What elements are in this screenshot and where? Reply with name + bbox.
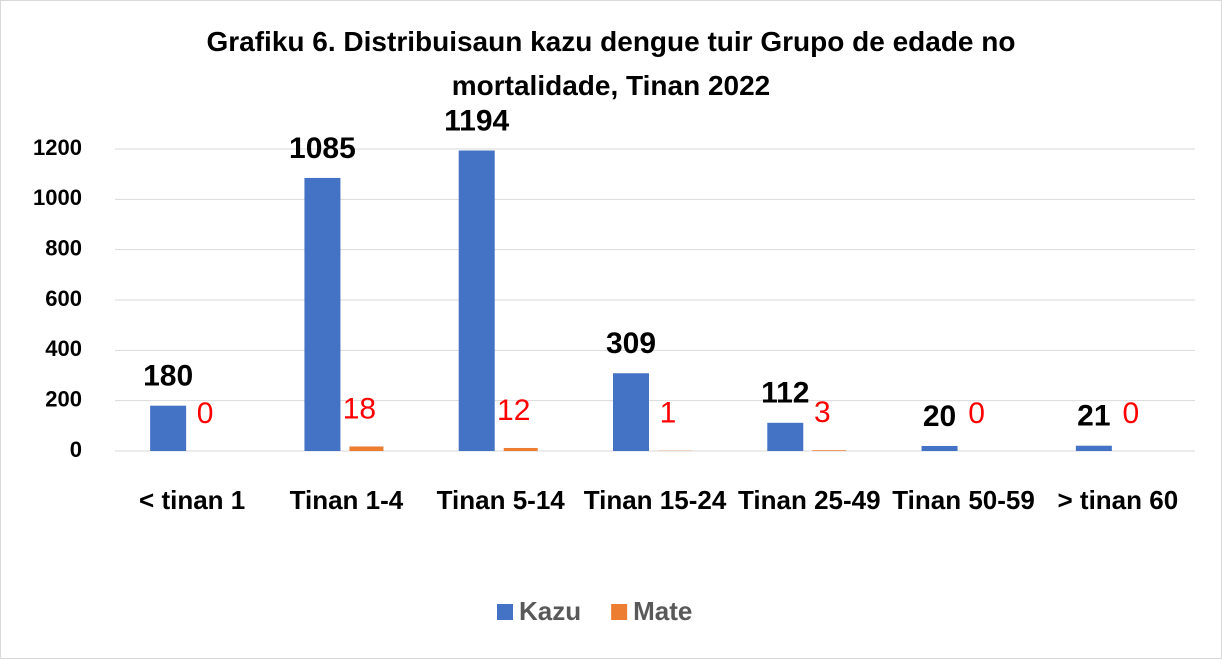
data-label: 1194 — [444, 104, 509, 137]
x-tick-label: > tinan 60 — [1057, 485, 1179, 515]
legend-label: Kazu — [519, 596, 581, 626]
x-tick-label: Tinan 1-4 — [289, 485, 404, 515]
data-label: 12 — [497, 394, 530, 427]
y-tick-label: 0 — [70, 437, 82, 462]
bar — [503, 447, 538, 451]
bar — [150, 405, 187, 451]
bar — [349, 446, 384, 451]
y-tick-label: 800 — [45, 235, 82, 260]
y-tick-label: 400 — [45, 336, 82, 361]
data-label: 21 — [1077, 400, 1110, 433]
bar — [1075, 445, 1112, 451]
y-tick-label: 600 — [45, 286, 82, 311]
x-tick-label: Tinan 25-49 — [737, 485, 881, 515]
x-tick-label: Tinan 50-59 — [892, 485, 1035, 515]
legend-swatch — [611, 604, 628, 620]
data-label: 1 — [660, 397, 677, 430]
data-label: 18 — [343, 392, 376, 425]
bar — [458, 150, 495, 451]
y-tick-label: 1000 — [33, 185, 82, 210]
data-label: 1085 — [289, 132, 356, 165]
bar — [613, 373, 649, 451]
x-tick-label: Tinan 15-24 — [583, 485, 727, 515]
x-tick-label: Tinan 5-14 — [436, 485, 565, 515]
data-label: 309 — [606, 327, 656, 360]
data-label: 0 — [968, 397, 985, 430]
data-label: 0 — [1123, 397, 1140, 430]
data-label: 112 — [761, 377, 809, 410]
bar — [812, 450, 847, 451]
data-label: 0 — [197, 397, 214, 430]
legend-label: Mate — [633, 596, 692, 626]
bar — [921, 445, 958, 451]
chart-title: Grafiku 6. Distribuisaun kazu dengue tui… — [206, 26, 1016, 101]
data-label: 20 — [923, 400, 956, 433]
legend-swatch — [497, 604, 513, 620]
data-label: 3 — [814, 396, 831, 429]
x-tick-label: < tinan 1 — [139, 485, 246, 515]
y-tick-label: 200 — [45, 386, 82, 411]
bar — [767, 422, 804, 451]
bar — [304, 177, 341, 452]
y-tick-label: 1200 — [33, 135, 82, 160]
data-label: 180 — [143, 360, 193, 393]
